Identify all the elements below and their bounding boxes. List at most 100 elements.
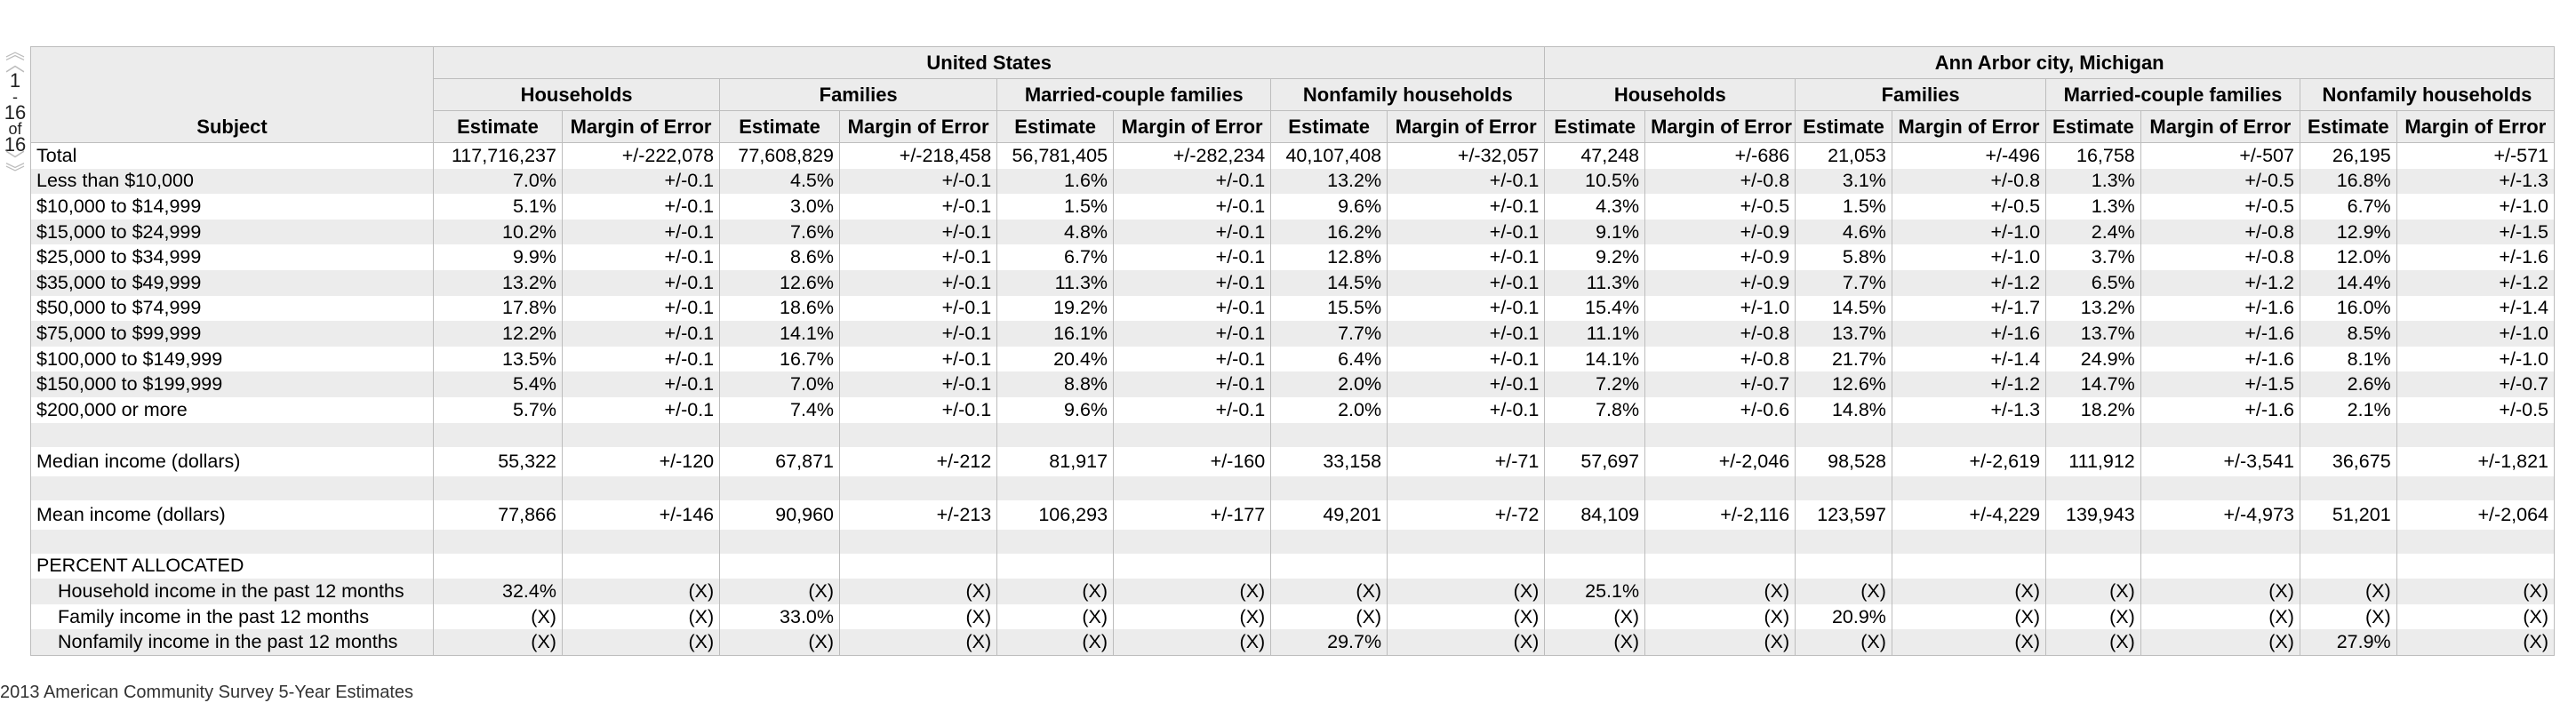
moe-cell: +/-0.8 [2140,244,2300,270]
estimate-cell: 16.8% [2299,168,2397,195]
last-page-icon[interactable]: ︾ [4,162,25,184]
estimate-cell: 10.2% [433,219,563,245]
table-row: $35,000 to $49,999 13.2% +/-0.1 12.6% +/-0.1… [30,269,2556,296]
estimate-cell: 13.2% [2045,295,2141,322]
spacer-cell [1644,422,1796,447]
estimate-cell: 57,697 [1544,446,1646,476]
moe-cell: +/-146 [561,499,721,530]
estimate-cell: 15.5% [1270,295,1388,322]
estimate-cell: 14.1% [1544,346,1646,372]
estimate-cell: 13.2% [1270,168,1388,195]
estimate-cell: 5.1% [433,194,563,220]
moe-cell: +/-0.1 [1387,346,1546,372]
estimate-cell: 9.2% [1544,244,1646,270]
moe-cell: +/-1.0 [1891,219,2047,245]
estimate-cell: 26,195 [2299,142,2397,169]
estimate-cell: (X) [996,629,1115,656]
moe-cell: +/-0.1 [561,269,721,296]
estimate-cell: 77,866 [433,499,563,530]
moe-cell: +/-0.5 [2140,168,2300,195]
previous-page-icon[interactable]: ︿ [4,53,25,76]
estimate-cell: 3.0% [719,194,841,220]
moe-cell: +/-213 [839,499,998,530]
moe-cell: +/-0.9 [1644,219,1796,245]
moe-cell: +/-0.1 [839,396,998,423]
estimate-col-header: Estimate [996,110,1115,143]
moe-cell: (X) [1387,603,1546,630]
estimate-cell: 12.8% [1270,244,1388,270]
moe-cell: +/-1.6 [2140,396,2300,423]
moe-cell: +/-0.5 [1644,194,1796,220]
table-row: Mean income (dollars) 77,866 +/-146 90,960 +… [30,499,2556,530]
estimate-cell: 16,758 [2045,142,2141,169]
moe-cell: +/-0.1 [561,194,721,220]
moe-cell: (X) [561,603,721,630]
estimate-cell: 9.6% [1270,194,1388,220]
moe-cell: +/-0.1 [839,194,998,220]
spacer-cell [433,529,563,554]
moe-cell: +/-1.6 [2140,295,2300,322]
moe-cell: +/-0.8 [1644,346,1796,372]
moe-cell: +/-0.6 [1644,396,1796,423]
moe-col-header: Margin of Error [1644,110,1796,143]
estimate-cell: 9.9% [433,244,563,270]
moe-cell: +/-2,064 [2396,499,2556,530]
moe-cell: +/-0.1 [839,244,998,270]
moe-cell: (X) [1644,629,1796,656]
moe-col-header: Margin of Error [2396,110,2556,143]
estimate-cell [719,553,841,579]
estimate-cell: 49,201 [1270,499,1388,530]
estimate-cell: 21,053 [1795,142,1892,169]
estimate-cell: 13.5% [433,346,563,372]
estimate-cell: 20.9% [1795,603,1892,630]
moe-cell: (X) [1113,629,1272,656]
estimate-cell: 47,248 [1544,142,1646,169]
moe-cell: +/-1.3 [2396,168,2556,195]
moe-cell: (X) [1644,603,1796,630]
group-header: Nonfamily households [2299,78,2556,111]
estimate-cell: (X) [719,579,841,604]
estimate-cell: 10.5% [1544,168,1646,195]
estimate-cell: 4.3% [1544,194,1646,220]
moe-cell: +/-1.5 [2140,371,2300,397]
spacer-cell [2396,529,2556,554]
next-page-icon[interactable]: ﹀ [4,149,25,172]
estimate-cell: 12.9% [2299,219,2397,245]
moe-cell: +/-218,458 [839,142,998,169]
row-label: $50,000 to $74,999 [30,295,434,322]
estimate-cell: 8.8% [996,371,1115,397]
moe-cell: +/-0.1 [1387,194,1546,220]
estimate-cell: 84,109 [1544,499,1646,530]
moe-cell: +/-0.1 [561,346,721,372]
estimate-cell: 2.6% [2299,371,2397,397]
moe-cell: +/-1.2 [2140,269,2300,296]
estimate-cell: 33.0% [719,603,841,630]
estimate-cell: 24.9% [2045,346,2141,372]
estimate-cell: 4.8% [996,219,1115,245]
row-label: $200,000 or more [30,396,434,423]
estimate-cell: 11.1% [1544,321,1646,347]
table-row: $75,000 to $99,999 12.2% +/-0.1 14.1% +/-0.1… [30,321,2556,347]
moe-cell: (X) [2140,629,2300,656]
first-page-icon[interactable]: ︽ [4,41,25,63]
estimate-cell: (X) [996,579,1115,604]
moe-cell: +/-177 [1113,499,1272,530]
moe-cell: +/-1.2 [2396,269,2556,296]
spacer-cell [1795,475,1892,500]
estimate-cell: 5.7% [433,396,563,423]
row-label: Family income in the past 12 months [30,603,434,630]
moe-cell: +/-0.8 [1644,321,1796,347]
estimate-cell: 27.9% [2299,629,2397,656]
estimate-cell [996,553,1115,579]
moe-cell: +/-1.0 [1644,295,1796,322]
spacer-cell [839,529,998,554]
moe-col-header: Margin of Error [839,110,998,143]
estimate-cell: 90,960 [719,499,841,530]
spacer-row [30,422,2556,447]
moe-cell: (X) [1387,579,1546,604]
estimate-cell: 9.6% [996,396,1115,423]
estimate-cell: 1.6% [996,168,1115,195]
moe-cell: +/-1.0 [2396,321,2556,347]
moe-cell: +/-0.8 [2140,219,2300,245]
moe-cell: +/-32,057 [1387,142,1546,169]
